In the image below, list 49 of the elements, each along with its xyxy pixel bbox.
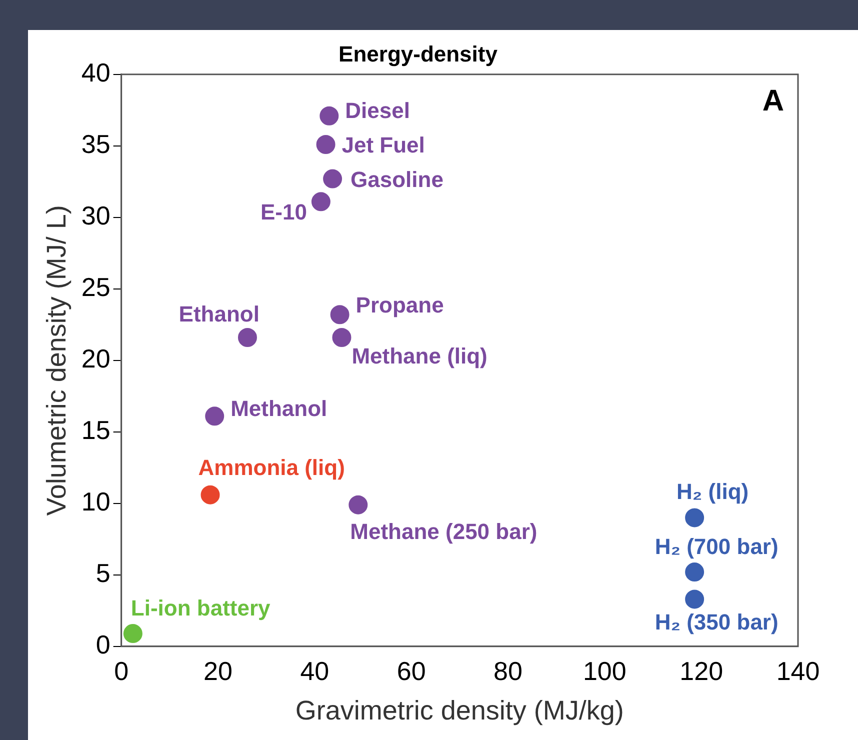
x-tick-label: 100 xyxy=(582,656,626,686)
x-axis-title: Gravimetric density (MJ/kg) xyxy=(295,695,624,726)
y-axis-title: Volumetric density (MJ/ L) xyxy=(42,205,72,516)
series-label: Propane xyxy=(356,292,444,318)
y-tick-label: 0 xyxy=(96,630,110,660)
point xyxy=(348,495,368,514)
series-label: Gasoline xyxy=(350,166,444,192)
point xyxy=(320,106,339,126)
series-label: Li-ion battery xyxy=(130,596,272,621)
series-label: H₂ (liq) xyxy=(676,478,749,504)
y-tick-label: 20 xyxy=(81,344,110,374)
series-label: H₂ (350 bar) xyxy=(654,609,778,634)
series-label: Ethanol xyxy=(178,302,260,327)
y-tick-label: 40 xyxy=(81,58,110,88)
point xyxy=(685,562,704,582)
point xyxy=(200,485,220,504)
annotation: A xyxy=(762,84,784,118)
x-tick-label: 140 xyxy=(776,656,820,686)
point xyxy=(316,134,336,154)
point xyxy=(238,328,257,348)
x-tick-label: 0 xyxy=(114,656,129,686)
point xyxy=(311,192,330,212)
x-tick-label: 40 xyxy=(300,656,330,686)
point xyxy=(685,590,704,609)
point xyxy=(205,406,224,426)
x-tick-label: 20 xyxy=(204,656,232,686)
y-tick-label: 25 xyxy=(81,272,110,302)
series-label: Diesel xyxy=(345,98,410,123)
series-label: H₂ (700 bar) xyxy=(654,534,778,560)
series-label: Jet Fuel xyxy=(342,132,425,158)
x-tick-label: 60 xyxy=(396,656,426,686)
series-label: Methane (250 bar) xyxy=(350,518,538,544)
point xyxy=(323,169,342,188)
y-tick-label: 30 xyxy=(81,200,110,231)
point xyxy=(685,508,704,528)
chart-title: Energy-density xyxy=(338,41,498,66)
y-tick-label: 35 xyxy=(81,129,110,160)
y-tick-label: 5 xyxy=(96,558,110,588)
point xyxy=(123,624,142,644)
y-tick-label: 15 xyxy=(81,415,110,446)
y-tick-label: 10 xyxy=(81,486,110,517)
series-label: Ammonia (liq) xyxy=(198,454,345,480)
x-tick-label: 80 xyxy=(494,656,522,686)
series-label: Methanol xyxy=(230,396,328,422)
point xyxy=(332,328,352,348)
x-tick-label: 120 xyxy=(680,656,724,686)
series-label: E-10 xyxy=(260,200,307,225)
point xyxy=(330,305,350,324)
series-label: Methane (liq) xyxy=(352,344,488,369)
